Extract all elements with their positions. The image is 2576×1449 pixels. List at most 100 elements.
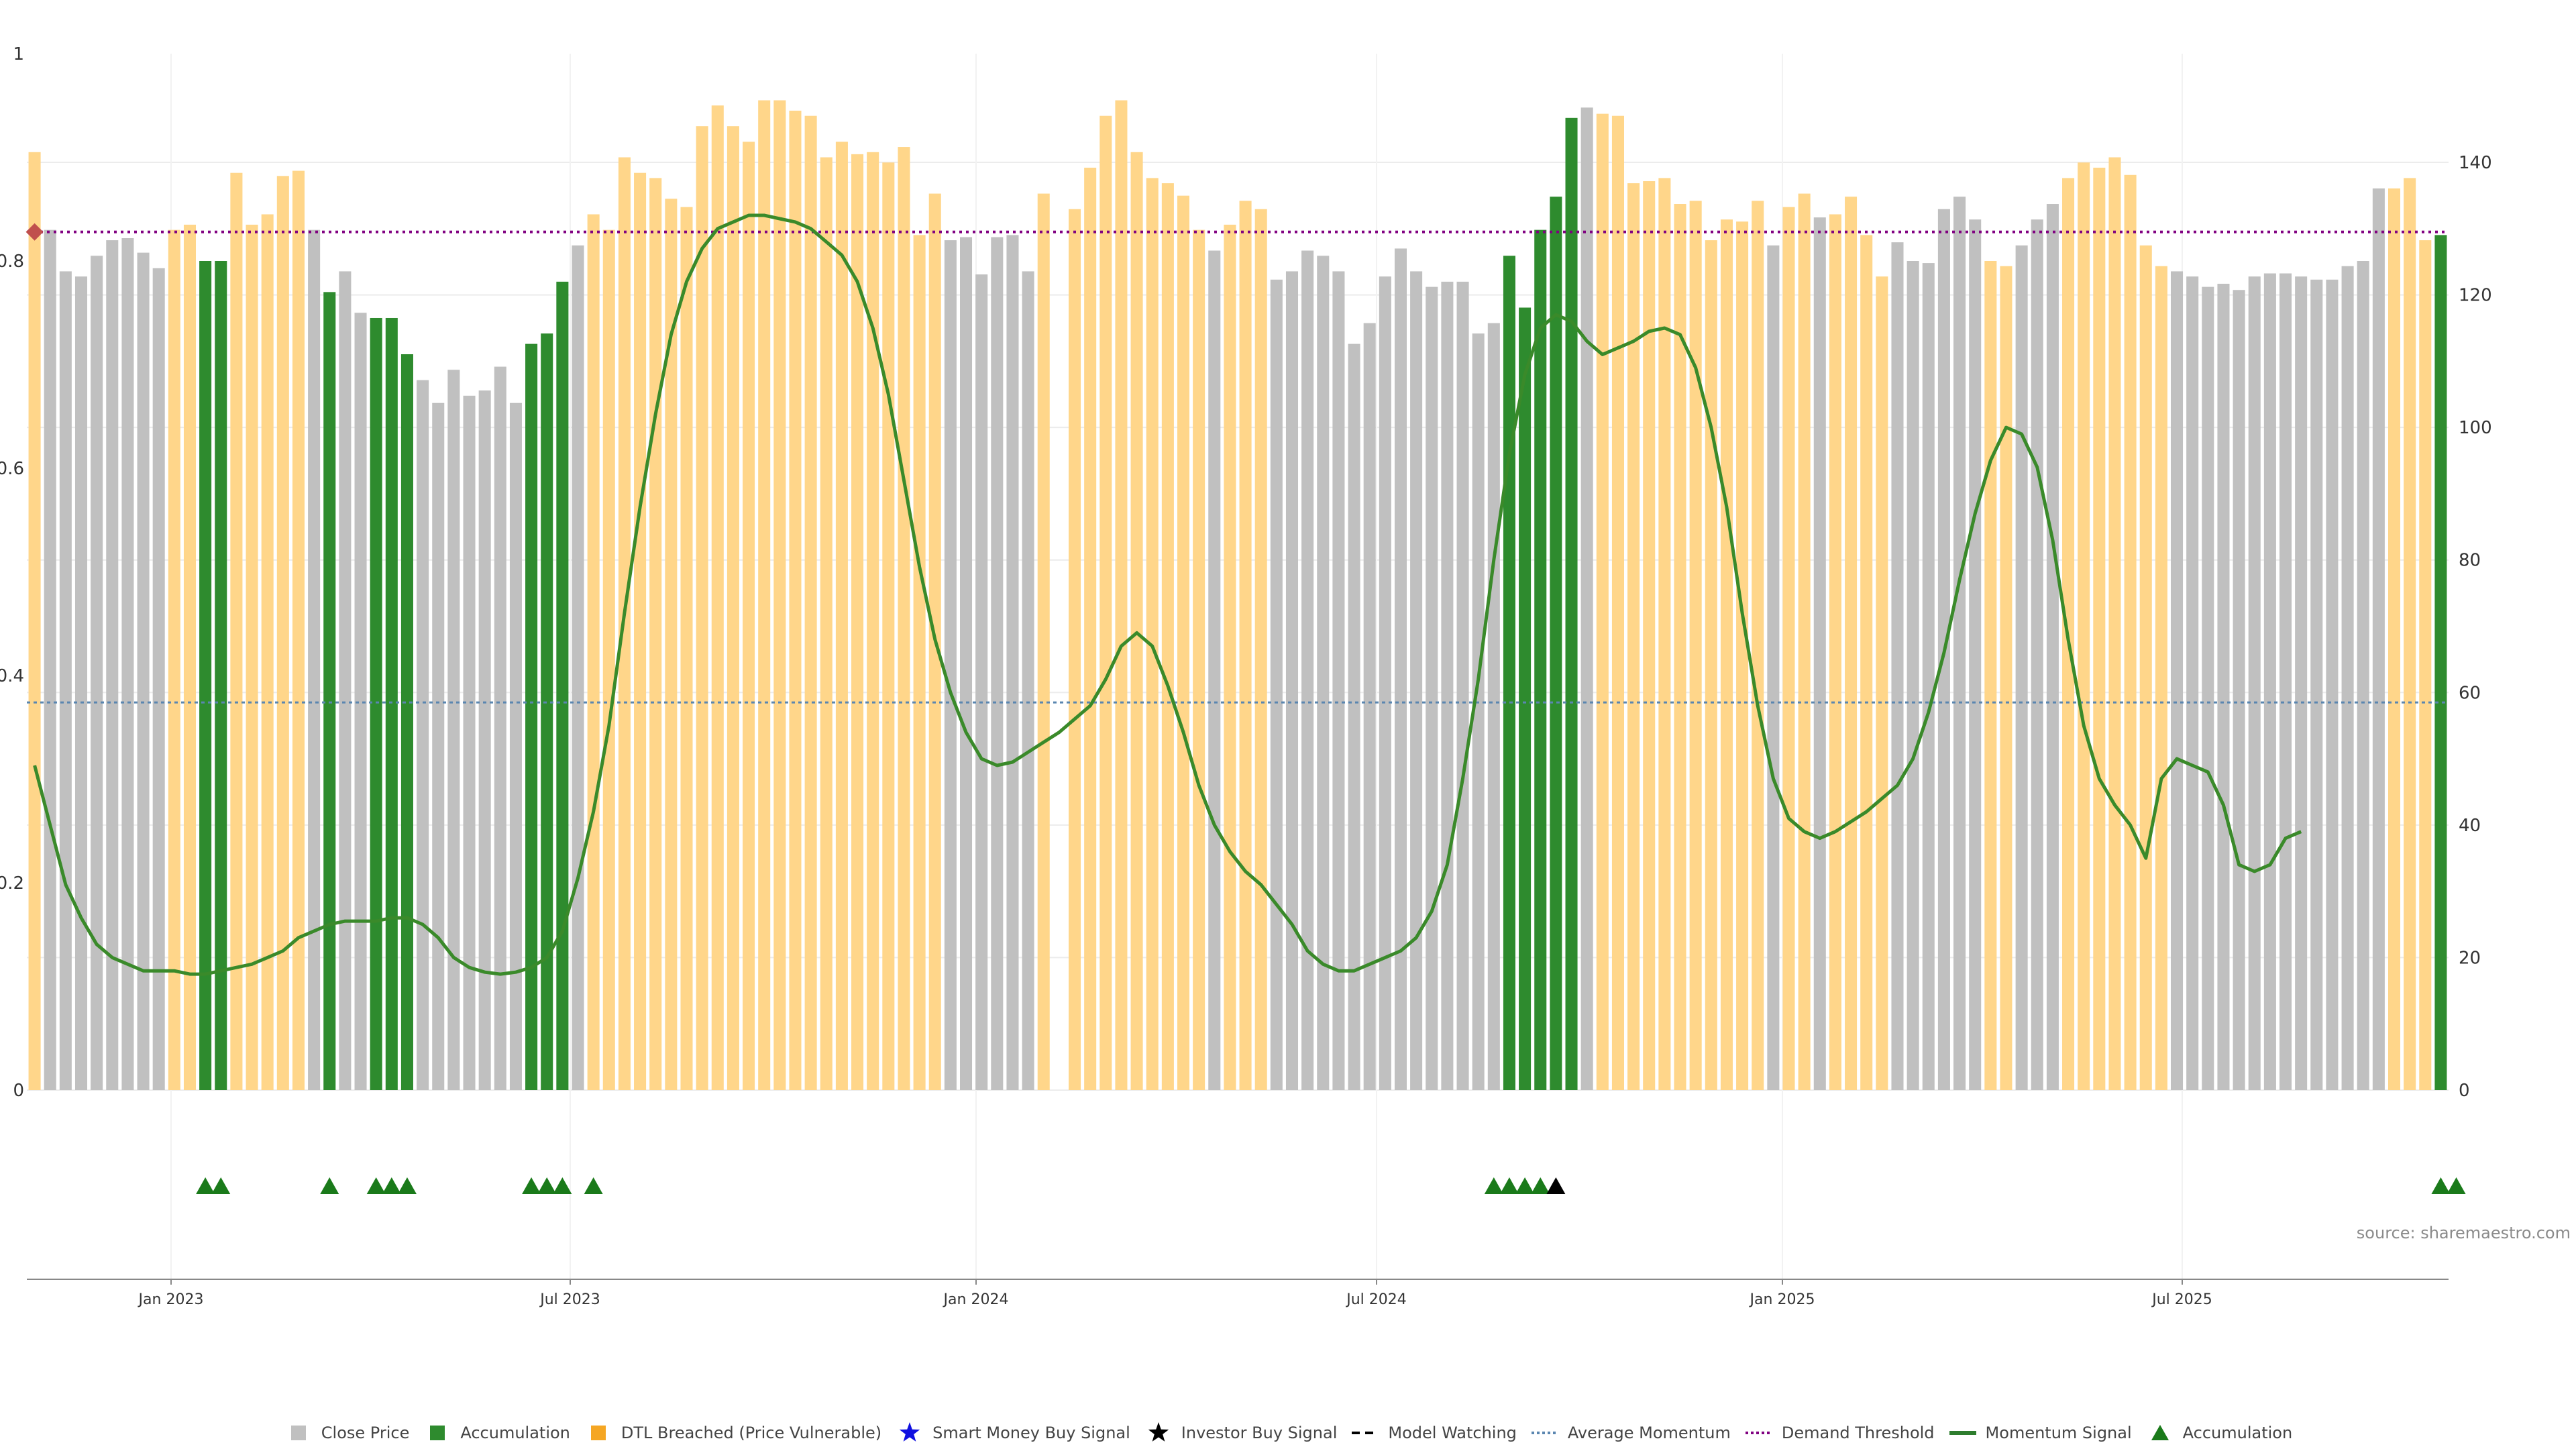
dtl-breached-bar: [804, 115, 817, 1091]
left-tick-label: 0.6: [0, 459, 24, 479]
dtl-breached-bar: [1193, 229, 1205, 1090]
accumulation-bar: [323, 292, 336, 1091]
close-price-bar: [2233, 290, 2245, 1090]
accumulation-marker: [196, 1177, 215, 1194]
legend-label: Smart Money Buy Signal: [932, 1424, 1130, 1442]
square-icon: [590, 1426, 606, 1440]
dtl-breached-bar: [1705, 240, 1717, 1091]
legend-label: Close Price: [321, 1424, 410, 1442]
dtl-breached-bar: [696, 126, 708, 1090]
dtl-breached-bar: [2078, 162, 2090, 1091]
dtl-breached-bar: [1596, 113, 1609, 1091]
right-tick-label: 140: [2459, 153, 2492, 173]
dtl-breached-bar: [1627, 183, 1640, 1090]
close-price-bar: [1813, 217, 1826, 1090]
dtl-breached-bar: [602, 229, 615, 1090]
dtl-breached-bar: [1161, 183, 1174, 1090]
close-price-bar: [1891, 242, 1904, 1091]
dtl-breached-bar: [758, 100, 771, 1090]
close-price-bar: [1969, 219, 1982, 1091]
accumulation-marker: [2447, 1177, 2466, 1194]
close-price-bar: [478, 390, 491, 1090]
close-price-bar: [1394, 248, 1407, 1091]
dtl-breached-bar: [1254, 209, 1267, 1090]
close-price-bar: [1472, 333, 1485, 1090]
accumulation-marker: [584, 1177, 603, 1194]
accumulation-marker: [2431, 1177, 2451, 1194]
square-icon: [430, 1426, 445, 1440]
dtl-breached-bar: [1845, 197, 1858, 1091]
legend-item: Smart Money Buy Signal: [895, 1421, 1130, 1444]
legend-item: Close Price: [284, 1421, 410, 1444]
right-y-axis: 0 20 40 60 80 100 120 140: [2459, 153, 2492, 1101]
dtl-breached-bar: [711, 105, 724, 1090]
dtl-breached-bar: [1177, 195, 1190, 1090]
accumulation-marker: [537, 1177, 557, 1194]
dtl-breached-bar: [1829, 214, 1841, 1091]
close-price-bar: [447, 370, 460, 1090]
accumulation-bar: [525, 343, 538, 1090]
close-price-bar: [1410, 271, 1423, 1091]
dtl-breached-bar: [1720, 219, 1733, 1091]
dtl-breached-bar: [1643, 181, 1656, 1090]
legend-label: Model Watching: [1388, 1424, 1517, 1442]
accumulation-bar: [215, 261, 227, 1090]
source-label: source: sharemaestro.com: [2357, 1224, 2571, 1242]
close-price-bar: [1456, 281, 1469, 1090]
dtl-breached-bar: [587, 214, 600, 1091]
right-tick-label: 100: [2459, 418, 2492, 438]
close-price-bar: [2310, 279, 2323, 1090]
dtl-breached-bar: [913, 235, 926, 1090]
legend-label: Average Momentum: [1567, 1424, 1731, 1442]
close-price-bar: [509, 402, 522, 1090]
close-price-bar: [1348, 343, 1360, 1090]
left-tick-label: 0: [13, 1081, 24, 1101]
dtl-breached-bar: [2404, 178, 2416, 1090]
close-price-bar: [59, 271, 72, 1091]
close-price-bar: [2279, 273, 2292, 1090]
start-diamond-marker: [25, 223, 44, 241]
dtl-breached-bar: [28, 152, 41, 1090]
dtl-breached-bar: [1224, 224, 1236, 1090]
accumulation-bar: [385, 317, 398, 1091]
dtl-breached-bar: [1876, 276, 1888, 1090]
momentum-signal-series: [25, 213, 2302, 976]
dtl-breached-bar: [1239, 201, 1252, 1090]
close-price-bar: [1270, 279, 1283, 1090]
close-price-bar: [2171, 271, 2184, 1091]
dtl-breached-bar: [1752, 201, 1764, 1090]
close-price-bar: [44, 229, 56, 1090]
accumulation-marker: [522, 1177, 541, 1194]
close-price-bar: [1441, 281, 1454, 1090]
dtl-breached-bar: [1099, 115, 1112, 1091]
dtl-breached-bar: [665, 199, 678, 1090]
close-price-bar: [494, 366, 506, 1090]
close-price-bar: [2341, 266, 2354, 1091]
close-price-bar: [308, 229, 321, 1090]
dtl-breached-bar: [1782, 207, 1795, 1090]
left-tick-label: 0.4: [0, 666, 24, 686]
x-axis: Jan 2023 Jul 2023 Jan 2024 Jul 2024 Jan 2025…: [27, 1279, 2449, 1308]
close-price-bar: [2326, 279, 2339, 1090]
left-tick-label: 0.2: [0, 873, 24, 894]
dtl-breached-bar: [1068, 209, 1081, 1090]
legend-item: Model Watching: [1350, 1421, 1517, 1444]
dtl-breached-bar: [2139, 245, 2152, 1091]
dtl-breached-bar: [634, 172, 647, 1090]
accumulation-bar: [1503, 256, 1515, 1090]
dtl-breached-bar: [2000, 266, 2012, 1091]
close-price-bar: [1953, 197, 1966, 1091]
left-tick-label: 1: [13, 44, 24, 64]
dtl-breached-bar: [1658, 178, 1671, 1090]
line-icon: [1949, 1431, 1976, 1435]
close-price-bar: [991, 237, 1004, 1091]
dtl-breached-bar: [835, 142, 848, 1091]
close-price-bar: [1022, 271, 1034, 1091]
close-price-bar: [339, 271, 352, 1091]
legend-item: Accumulation: [423, 1421, 570, 1444]
dtl-breached-bar: [789, 110, 802, 1091]
right-tick-label: 120: [2459, 286, 2492, 306]
legend-label: Demand Threshold: [1781, 1424, 1935, 1442]
close-price-bar: [975, 274, 988, 1091]
x-tick-label: Jan 2024: [943, 1291, 1009, 1308]
